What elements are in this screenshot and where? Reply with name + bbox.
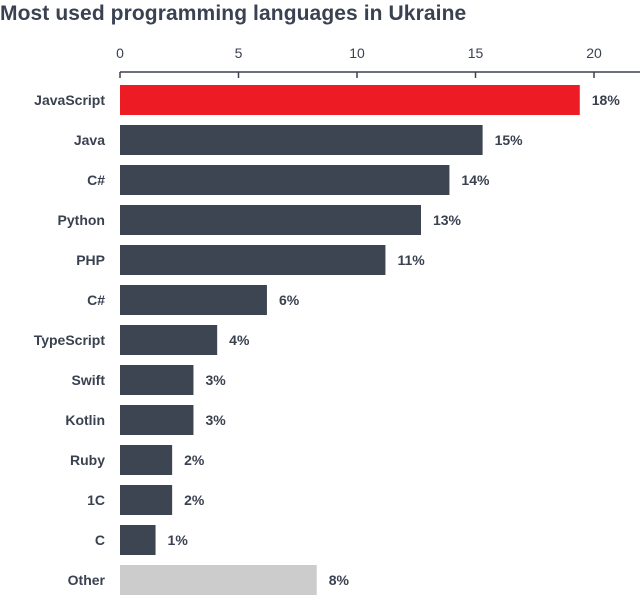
- data-label: 11%: [397, 252, 425, 268]
- bar-2: [120, 165, 450, 195]
- data-label: 1%: [168, 532, 189, 548]
- data-label: 6%: [279, 292, 300, 308]
- category-label: PHP: [76, 252, 105, 268]
- x-tick-label: 10: [349, 45, 365, 61]
- category-label: JavaScript: [34, 92, 105, 108]
- x-tick-label: 0: [116, 45, 124, 61]
- data-labels: 18% 15% 14% 13% 11% 6% 4% 3% 3% 2% 2% 1% 8%: [168, 92, 621, 588]
- category-label: Ruby: [70, 452, 105, 468]
- bar-4: [120, 245, 386, 275]
- x-tick-label: 20: [586, 45, 602, 61]
- data-label: 13%: [433, 212, 462, 228]
- category-label: Swift: [72, 372, 106, 388]
- data-label: 3%: [205, 412, 226, 428]
- bar-1: [120, 125, 483, 155]
- chart-title: Most used programming languages in Ukrai…: [0, 2, 467, 25]
- x-tick-label: 5: [235, 45, 243, 61]
- bar-0: [120, 85, 580, 115]
- bar-9: [120, 445, 173, 475]
- data-label: 2%: [184, 452, 205, 468]
- data-label: 18%: [592, 92, 621, 108]
- bar-3: [120, 205, 421, 235]
- bar-7: [120, 365, 194, 395]
- bar-12: [120, 565, 317, 595]
- bars-group: [120, 85, 580, 595]
- category-label: 1C: [87, 492, 105, 508]
- category-label: C#: [87, 292, 105, 308]
- category-label: Java: [74, 132, 105, 148]
- bar-5: [120, 285, 267, 315]
- bar-6: [120, 325, 218, 355]
- x-axis: 0 5 10 15 20: [116, 45, 640, 78]
- category-label: Other: [68, 572, 106, 588]
- bar-11: [120, 525, 156, 555]
- bar-10: [120, 485, 173, 515]
- data-label: 3%: [205, 372, 226, 388]
- x-tick-label: 15: [468, 45, 484, 61]
- category-label: C: [95, 532, 105, 548]
- data-label: 4%: [229, 332, 250, 348]
- category-label: TypeScript: [34, 332, 106, 348]
- category-label: C#: [87, 172, 105, 188]
- data-label: 14%: [461, 172, 490, 188]
- data-label: 8%: [329, 572, 350, 588]
- data-label: 15%: [495, 132, 524, 148]
- category-label: Kotlin: [65, 412, 105, 428]
- data-label: 2%: [184, 492, 205, 508]
- category-labels: JavaScript Java C# Python PHP C# TypeScript Swi…: [34, 92, 106, 588]
- category-label: Python: [58, 212, 105, 228]
- bar-8: [120, 405, 194, 435]
